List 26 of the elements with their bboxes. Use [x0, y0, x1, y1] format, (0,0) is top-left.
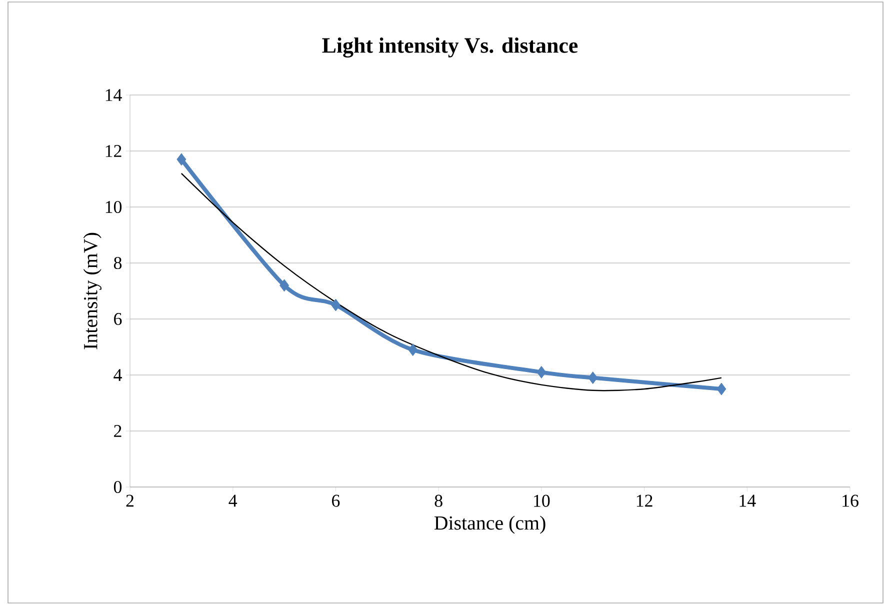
y-tick-label: 4: [114, 369, 122, 381]
point: [330, 298, 340, 312]
y-tick-label: 10: [106, 200, 122, 214]
x-tick-label: 10: [534, 494, 550, 507]
x-tick-label: 16: [842, 494, 858, 507]
x-tick-label: 12: [636, 494, 652, 507]
y-tick-label: 8: [114, 256, 122, 270]
x-axis-title: Distance (cm): [434, 516, 546, 534]
chart-title: Light intensity Vs. distance: [322, 37, 578, 58]
y-tick-label: 14: [106, 89, 122, 101]
y-tick-label: 6: [114, 312, 122, 326]
x-tick-label: 2: [126, 494, 134, 507]
point: [588, 372, 598, 384]
point: [408, 344, 418, 356]
y-axis-title: Intensity (mV): [83, 232, 102, 350]
point: [176, 153, 186, 166]
x-tick-label: 8: [434, 494, 442, 507]
point: [716, 382, 726, 396]
x-tick-label: 4: [228, 494, 238, 507]
y-tick-label: 12: [106, 145, 122, 157]
x-tick-label: 14: [740, 494, 756, 507]
point: [536, 366, 546, 378]
y-tick-label: 0: [114, 480, 122, 494]
x-tick-label: 6: [332, 494, 340, 507]
point: [280, 279, 290, 292]
y-tick-label: 2: [114, 425, 122, 437]
